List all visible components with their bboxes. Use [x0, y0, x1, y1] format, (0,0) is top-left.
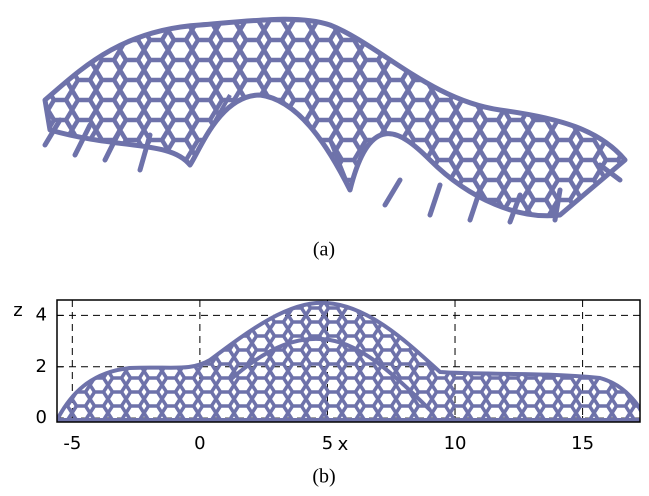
x-axis-label: x	[338, 434, 349, 455]
x-tick-label: -5	[63, 433, 81, 454]
z-tick-label: 4	[36, 304, 47, 325]
molecule-side	[57, 303, 645, 420]
x-tick-label: 15	[571, 433, 594, 454]
z-tick-label: 0	[36, 407, 47, 428]
panel-label: (b)	[312, 466, 335, 488]
x-tick-label: 0	[194, 433, 205, 454]
x-tick-label: 10	[444, 433, 467, 454]
figure: (a) -5 0 5 10 15 0 2 4 z x (b)	[0, 0, 649, 491]
panel-label: (a)	[313, 239, 335, 261]
z-tick-label: 2	[36, 356, 47, 377]
z-axis-label: z	[13, 300, 22, 321]
x-tick-label: 5	[322, 433, 333, 454]
molecule-3d	[45, 19, 625, 222]
